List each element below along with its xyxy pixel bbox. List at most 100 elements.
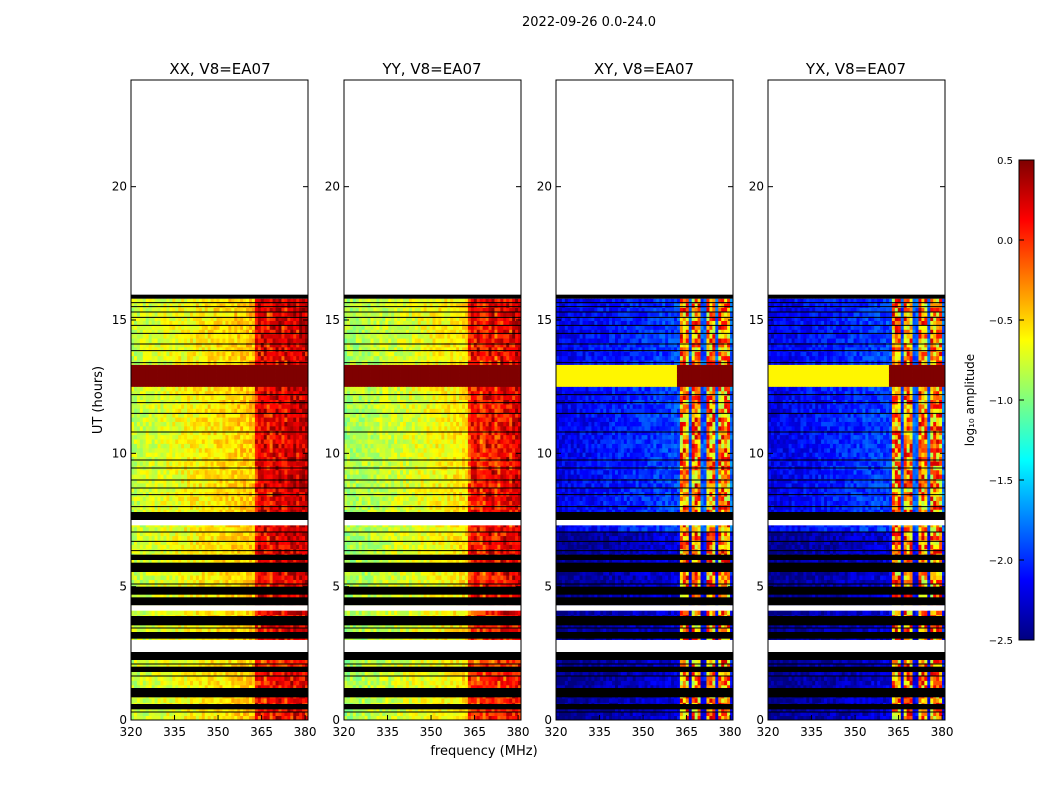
heatmap-cell — [140, 698, 143, 703]
heatmap-cell — [252, 628, 255, 633]
heatmap-cell — [228, 628, 231, 633]
heatmap-cell — [279, 610, 282, 615]
heatmap-cell — [287, 628, 290, 633]
heatmap-cell — [264, 698, 267, 703]
heatmap-cell — [220, 676, 223, 681]
heatmap-cell — [225, 610, 228, 615]
heatmap-cell — [287, 698, 290, 703]
heatmap-cell — [234, 676, 237, 681]
heatmap-cell — [190, 628, 193, 633]
heatmap-cell — [158, 610, 161, 615]
heatmap-cell — [169, 681, 172, 686]
heatmap-cell — [163, 628, 166, 633]
heatmap-cell — [258, 698, 261, 703]
heatmap-cell — [287, 610, 290, 615]
heatmap-cell — [208, 628, 211, 633]
heatmap-cell — [217, 610, 220, 615]
heatmap-cell — [255, 698, 258, 703]
heatmap-cell — [202, 676, 205, 681]
heatmap-cell — [190, 610, 193, 615]
heatmap-cell — [258, 610, 261, 615]
heatmap-cell — [270, 681, 273, 686]
heatmap-cell — [137, 698, 140, 703]
heatmap-cell — [187, 676, 190, 681]
heatmap-cell — [267, 681, 270, 686]
heatmap-cell — [163, 676, 166, 681]
heatmap-cell — [264, 610, 267, 615]
heatmap-cell — [172, 610, 175, 615]
heatmap-cell — [225, 681, 228, 686]
heatmap-cell — [284, 681, 287, 686]
heatmap-cell — [237, 698, 240, 703]
heatmap-cell — [208, 610, 211, 615]
heatmap-cell — [217, 676, 220, 681]
heatmap-cell — [217, 628, 220, 633]
heatmap-cell — [196, 676, 199, 681]
heatmap-cell — [187, 681, 190, 686]
heatmap-cell — [228, 676, 231, 681]
panel-xx: XX, V8=EA07 UT (hours) 320 335 350 365 38005… — [91, 60, 317, 739]
heatmap-cell — [134, 698, 137, 703]
heatmap-cell — [246, 610, 249, 615]
heatmap-cell — [276, 681, 279, 686]
heatmap-cell — [267, 628, 270, 633]
heatmap-cell — [249, 698, 252, 703]
heatmap-cell — [284, 610, 287, 615]
heatmap-cell — [214, 698, 217, 703]
heatmap-cell — [158, 681, 161, 686]
heatmap-cell — [190, 676, 193, 681]
heatmap-cell — [155, 698, 158, 703]
heatmap-cell — [146, 628, 149, 633]
heatmap-cell — [276, 610, 279, 615]
heatmap-cell — [205, 610, 208, 615]
heatmap-cell — [158, 628, 161, 633]
heatmap-cell — [222, 698, 225, 703]
heatmap-cell — [193, 628, 196, 633]
heatmap-cell — [134, 628, 137, 633]
heatmap-cell — [190, 698, 193, 703]
heatmap-cell — [184, 681, 187, 686]
heatmap-cell — [175, 610, 178, 615]
heatmap-cell — [299, 610, 302, 615]
heatmap-cell — [190, 681, 193, 686]
heatmap-cell — [131, 698, 134, 703]
heatmap-cell — [279, 628, 282, 633]
heatmap-cell — [252, 698, 255, 703]
heatmap-cell — [296, 698, 299, 703]
heatmap-cell — [187, 698, 190, 703]
heatmap-cell — [296, 681, 299, 686]
heatmap-cell — [293, 698, 296, 703]
heatmap-cell — [220, 610, 223, 615]
heatmap-cell — [228, 698, 231, 703]
heatmap-cell — [202, 681, 205, 686]
heatmap-cell — [240, 681, 243, 686]
heatmap-cell — [178, 698, 181, 703]
heatmap-cell — [178, 676, 181, 681]
heatmap-cell — [273, 628, 276, 633]
heatmap-cell — [246, 628, 249, 633]
heatmap-cell — [276, 676, 279, 681]
heatmap-cell — [166, 681, 169, 686]
heatmap-cell — [211, 628, 214, 633]
heatmap-cell — [169, 698, 172, 703]
heatmap-cell — [152, 681, 155, 686]
y-axis-label: UT (hours) — [91, 366, 106, 434]
heatmap-cell — [225, 628, 228, 633]
heatmap-cell — [299, 698, 302, 703]
heatmap-cell — [222, 676, 225, 681]
heatmap-cell — [146, 610, 149, 615]
heatmap-cell — [175, 628, 178, 633]
heatmap-cell — [205, 681, 208, 686]
heatmap-cell — [252, 676, 255, 681]
heatmap-cell — [172, 628, 175, 633]
heatmap-cell — [237, 681, 240, 686]
heatmap-cell — [163, 681, 166, 686]
heatmap-cell — [249, 681, 252, 686]
heatmap-cell — [208, 698, 211, 703]
heatmap-cell — [134, 610, 137, 615]
heatmap-cell — [152, 698, 155, 703]
heatmap-cell — [220, 628, 223, 633]
heatmap-cell — [299, 628, 302, 633]
heatmap-cell — [252, 681, 255, 686]
heatmap-cell — [205, 676, 208, 681]
